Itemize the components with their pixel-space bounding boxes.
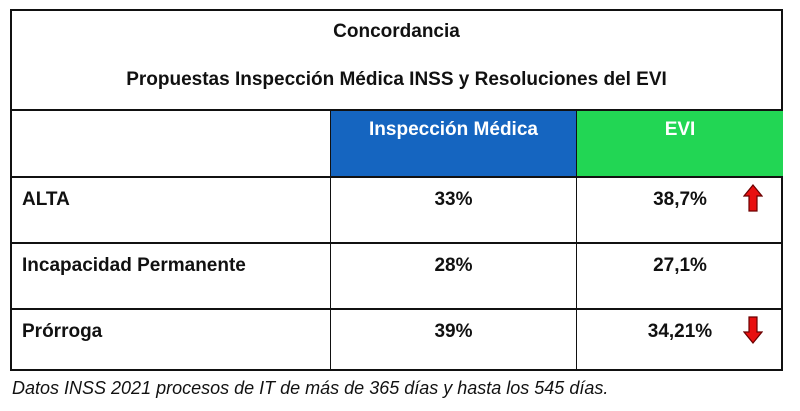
header-evi: EVI	[576, 111, 783, 176]
table-row: Prórroga 39% 34,21%	[12, 310, 781, 369]
header-empty-cell	[12, 111, 330, 176]
evi-value-incapacidad: 27,1%	[576, 244, 783, 308]
inspeccion-value-incapacidad: 28%	[330, 244, 576, 308]
row-label-alta: ALTA	[22, 189, 70, 210]
evi-cell-prorroga: 34,21%	[576, 310, 783, 369]
row-label-incapacidad-permanente: Incapacidad Permanente	[22, 255, 246, 276]
arrow-up-icon	[743, 184, 763, 212]
evi-cell-alta: 38,7%	[576, 178, 783, 242]
table-title-block: Concordancia Propuestas Inspección Médic…	[12, 11, 781, 111]
header-row: Inspección Médica EVI	[12, 111, 783, 178]
table-row: ALTA 33% 38,7%	[12, 178, 781, 244]
concordance-table: Concordancia Propuestas Inspección Médic…	[10, 9, 783, 371]
evi-value-alta: 38,7%	[653, 189, 707, 210]
footnote: Datos INSS 2021 procesos de IT de más de…	[12, 378, 609, 398]
table-row: Incapacidad Permanente 28% 27,1%	[12, 244, 781, 310]
header-inspeccion-medica: Inspección Médica	[330, 111, 576, 176]
row-label-prorroga: Prórroga	[22, 321, 103, 342]
inspeccion-value-alta: 33%	[330, 178, 576, 242]
inspeccion-value-prorroga: 39%	[330, 310, 576, 369]
arrow-down-icon	[743, 316, 763, 344]
evi-value-prorroga: 34,21%	[647, 321, 713, 342]
table-subtitle: Propuestas Inspección Médica INSS y Reso…	[126, 69, 667, 90]
table-title: Concordancia	[333, 21, 460, 42]
